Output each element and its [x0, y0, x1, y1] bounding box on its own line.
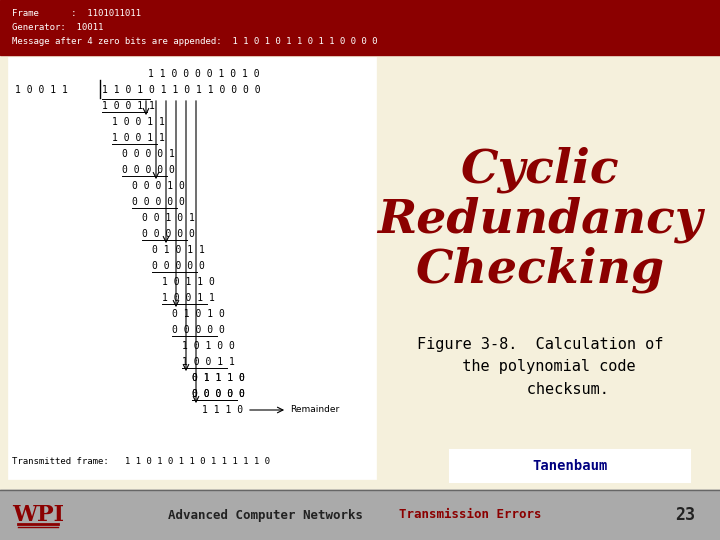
Text: 0 0 0 0 0: 0 0 0 0 0 — [142, 229, 195, 239]
Text: Advanced Computer Networks: Advanced Computer Networks — [168, 509, 362, 522]
Text: 1 1 0 1 0 1 1 0 1 1 0 0 0 0: 1 1 0 1 0 1 1 0 1 1 0 0 0 0 — [102, 85, 261, 95]
Bar — [0, 55, 720, 490]
Text: 1 0 0 1 1: 1 0 0 1 1 — [182, 357, 235, 367]
Text: Figure 3-8.  Calculation of: Figure 3-8. Calculation of — [417, 338, 663, 353]
Text: Message after 4 zero bits are appended:  1 1 0 1 0 1 1 0 1 1 0 0 0 0: Message after 4 zero bits are appended: … — [12, 37, 377, 45]
Text: Cyclic: Cyclic — [461, 147, 619, 193]
Text: 0 0 0 0 0: 0 0 0 0 0 — [192, 389, 245, 399]
Bar — [450, 450, 690, 482]
Text: Tanenbaum: Tanenbaum — [532, 459, 608, 473]
Text: checksum.: checksum. — [472, 381, 608, 396]
Text: 1 1 1 0: 1 1 1 0 — [202, 405, 243, 415]
Text: Frame      :  1101011011: Frame : 1101011011 — [12, 9, 141, 17]
Bar — [0, 490, 720, 540]
Text: 0 1 1 1 0: 0 1 1 1 0 — [192, 373, 245, 383]
Text: 0 1 0 1 1: 0 1 0 1 1 — [152, 245, 205, 255]
Text: 0 0 0 0 1: 0 0 0 0 1 — [122, 149, 175, 159]
Text: 0 1 0 1 0: 0 1 0 1 0 — [172, 309, 225, 319]
Bar — [0, 490, 720, 540]
Text: Transmitted frame:   1 1 0 1 0 1 1 0 1 1 1 1 1 0: Transmitted frame: 1 1 0 1 0 1 1 0 1 1 1… — [12, 457, 270, 467]
Text: 0 0 0 0 0: 0 0 0 0 0 — [192, 389, 245, 399]
Text: 1 0 0 1 1: 1 0 0 1 1 — [112, 133, 165, 143]
Text: 0 0 0 0 0: 0 0 0 0 0 — [152, 261, 205, 271]
Bar — [0, 0, 720, 55]
Text: WPI: WPI — [12, 504, 64, 526]
Bar — [8, 57, 376, 479]
Text: 0 1 1 1 0: 0 1 1 1 0 — [192, 373, 245, 383]
Text: 0 0 1 0 1: 0 0 1 0 1 — [142, 213, 195, 223]
Text: 1 1 0 0 0 0 1 0 1 0: 1 1 0 0 0 0 1 0 1 0 — [148, 69, 260, 79]
Text: 1 0 0 1 1: 1 0 0 1 1 — [112, 117, 165, 127]
Text: 0 0 0 0 0: 0 0 0 0 0 — [132, 197, 185, 207]
Text: Checking: Checking — [415, 247, 665, 293]
Text: Transmission Errors: Transmission Errors — [399, 509, 541, 522]
Text: Remainder: Remainder — [290, 406, 339, 415]
Text: 0 0 0 0 0: 0 0 0 0 0 — [122, 165, 175, 175]
Text: 23: 23 — [675, 506, 695, 524]
Text: the polynomial code: the polynomial code — [444, 360, 636, 375]
Text: 0 0 0 0 0: 0 0 0 0 0 — [172, 325, 225, 335]
Text: Generator:  10011: Generator: 10011 — [12, 23, 104, 31]
Text: 0 0 0 1 0: 0 0 0 1 0 — [132, 181, 185, 191]
Text: 1 0 1 1 0: 1 0 1 1 0 — [162, 277, 215, 287]
Text: 1 0 0 1 1: 1 0 0 1 1 — [102, 101, 155, 111]
Text: Redundancy: Redundancy — [377, 197, 703, 243]
Text: 1 0 0 1 1: 1 0 0 1 1 — [162, 293, 215, 303]
Text: 1 0 1 0 0: 1 0 1 0 0 — [182, 341, 235, 351]
Text: 1 0 0 1 1: 1 0 0 1 1 — [15, 85, 68, 95]
